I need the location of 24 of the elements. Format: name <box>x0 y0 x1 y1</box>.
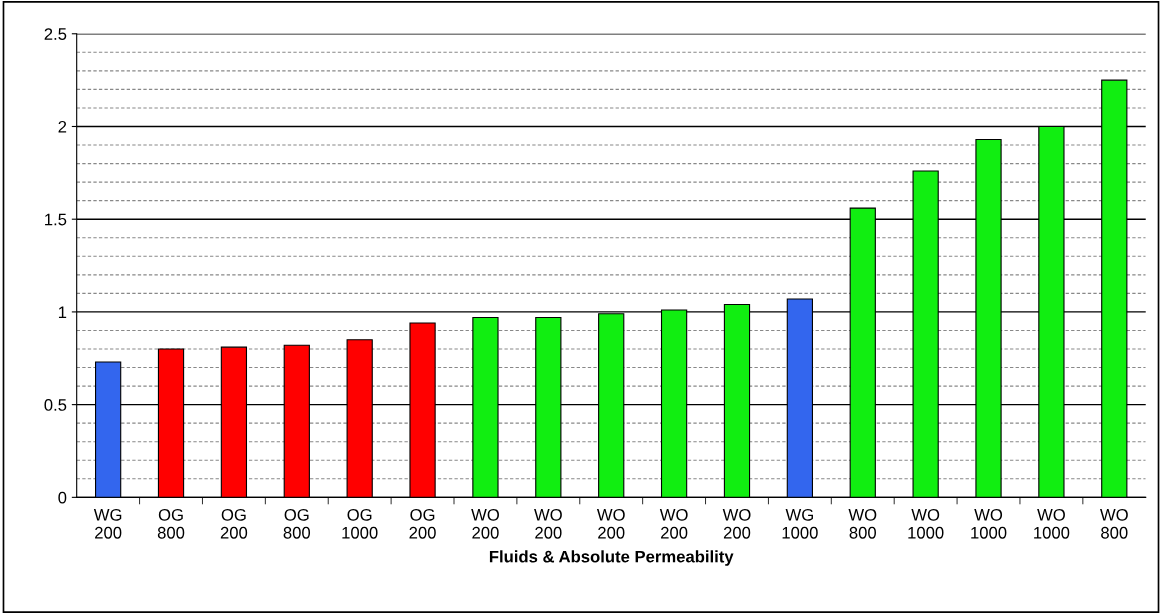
x-tick-label: OG 800 <box>157 508 185 539</box>
y-tick-label: 0 <box>58 491 67 504</box>
x-tick-label: WO 200 <box>596 508 625 539</box>
x-tick-label: OG 1000 <box>342 508 378 539</box>
x-tick-label: WO 1000 <box>971 508 1007 539</box>
x-tick-label: WO 200 <box>534 508 562 539</box>
x-tick-label: WO 1000 <box>1034 508 1070 539</box>
x-tick-label: WO 800 <box>1100 508 1128 539</box>
y-tick-label: 1.5 <box>45 213 67 226</box>
x-tick-label: WO 200 <box>722 508 751 539</box>
x-tick-label: WO 200 <box>659 508 688 539</box>
x-tick-label: WG 1000 <box>782 508 818 539</box>
x-tick-label: OG 200 <box>220 508 248 539</box>
x-axis-title: Fluids & Absolute Permeability <box>489 550 734 566</box>
y-tick-label: 1 <box>58 306 67 318</box>
x-tick-label: WO 1000 <box>908 508 944 539</box>
x-tick-label: OG 200 <box>409 508 436 539</box>
x-tick-label: OG 800 <box>283 508 311 539</box>
x-tick-label: WO 800 <box>848 508 877 539</box>
x-tick-label: WG 200 <box>93 508 122 539</box>
y-tick-label: 2 <box>58 120 67 133</box>
x-tick-label: WO 200 <box>471 508 499 539</box>
y-tick-label: 0.5 <box>44 399 67 411</box>
y-tick-label: 2.5 <box>44 28 67 40</box>
